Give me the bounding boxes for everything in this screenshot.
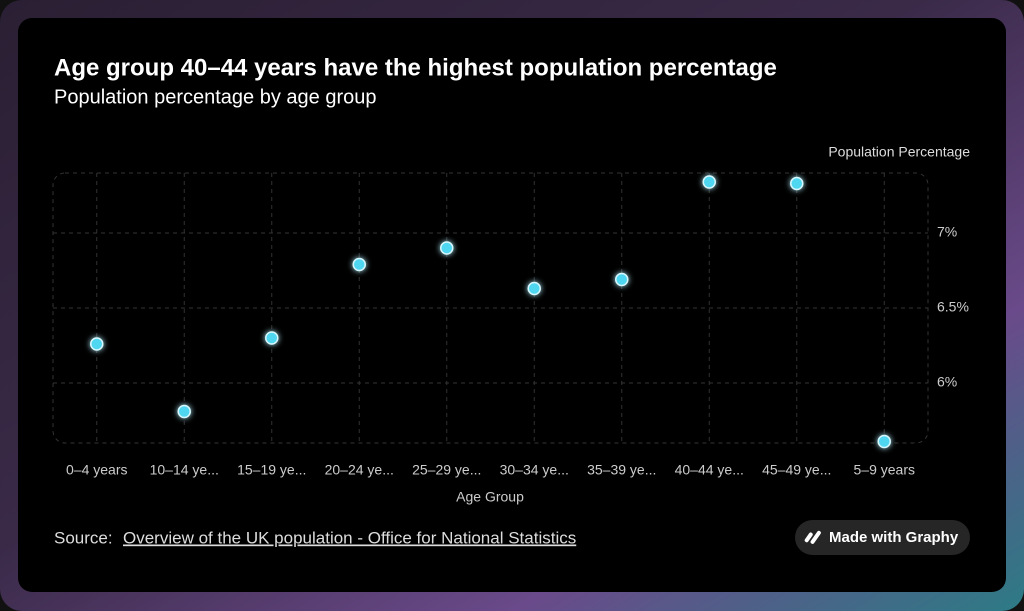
badge[interactable]: [795, 520, 970, 555]
badge-text[interactable]: Made with Graphy: [829, 529, 959, 546]
point: [702, 175, 716, 189]
x-tick-label: 45–49 ye...: [762, 462, 831, 478]
x-tick-label: 25–29 ye...: [412, 462, 481, 478]
point: [177, 404, 191, 419]
source-link[interactable]: Overview of the UK population - Office f…: [123, 528, 576, 547]
badge-icon: [804, 530, 821, 544]
x-tick-label: 15–19 ye...: [237, 462, 306, 478]
x-tick-label: 10–14 ye...: [150, 462, 219, 478]
point: [615, 272, 629, 287]
y-tick-label: 6.5%: [937, 299, 969, 315]
chart-subtitle: Population percentage by age group: [54, 86, 376, 108]
x-tick-label: 30–34 ye...: [500, 462, 569, 478]
point: [352, 257, 366, 272]
y-tick-label: 7%: [937, 224, 957, 240]
x-tick-label: 35–39 ye...: [587, 462, 656, 478]
x-tick-label: 40–44 ye...: [675, 462, 744, 478]
x-axis-label: Age Group: [456, 489, 524, 505]
point: [877, 434, 891, 449]
chart-title: Age group 40–44 years have the highest p…: [54, 54, 777, 81]
point: [527, 281, 541, 296]
panel: [18, 18, 1006, 592]
x-tick-label: 0–4 years: [66, 462, 127, 478]
x-tick-label: 20–24 ye...: [325, 462, 394, 478]
x-tick-label: 5–9 years: [854, 462, 915, 478]
y-tick-label: 6%: [937, 374, 957, 390]
source-label: Source:: [54, 528, 113, 547]
point: [440, 241, 454, 255]
y-axis-label: Population Percentage: [828, 144, 970, 160]
point: [265, 331, 279, 345]
point: [790, 176, 804, 191]
point: [90, 337, 104, 351]
